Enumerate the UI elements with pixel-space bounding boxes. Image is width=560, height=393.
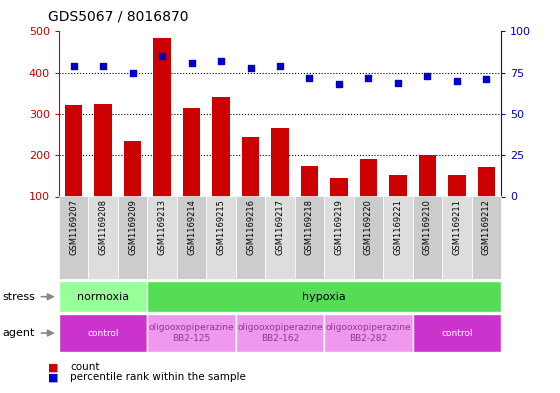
Bar [324,314,413,352]
Bar [236,314,324,352]
Point [246,64,255,71]
Text: GSM1169213: GSM1169213 [157,199,166,255]
Bar [354,196,383,279]
Point [334,81,343,87]
Bar [360,158,377,238]
Bar [206,196,236,279]
Bar [236,196,265,279]
Bar [330,178,348,238]
Bar [413,314,501,352]
Point [217,58,226,64]
Bar [59,196,88,279]
Bar [59,314,147,352]
Text: GSM1169210: GSM1169210 [423,199,432,255]
Text: GSM1169207: GSM1169207 [69,199,78,255]
Bar [324,196,354,279]
Text: control: control [441,329,473,338]
Text: GSM1169212: GSM1169212 [482,199,491,255]
Text: count: count [70,362,100,373]
Text: oligooxopiperazine
BB2-282: oligooxopiperazine BB2-282 [326,323,411,343]
Bar [118,196,147,279]
Point [364,75,373,81]
Point [99,63,108,69]
Bar [419,155,436,238]
Bar [147,196,177,279]
Bar [147,281,501,312]
Bar [478,167,495,238]
Bar [147,314,236,352]
Bar [124,141,141,238]
Text: GSM1169220: GSM1169220 [364,199,373,255]
Bar [301,165,318,238]
Text: GSM1169209: GSM1169209 [128,199,137,255]
Bar [242,138,259,238]
Point [452,78,461,84]
Text: GSM1169217: GSM1169217 [276,199,284,255]
Point [482,76,491,83]
Text: normoxia: normoxia [77,292,129,302]
Bar [271,129,289,238]
Text: control: control [87,329,119,338]
Text: GSM1169211: GSM1169211 [452,199,461,255]
Text: GSM1169215: GSM1169215 [217,199,226,255]
Text: hypoxia: hypoxia [302,292,346,302]
Text: ■: ■ [48,372,58,382]
Bar [413,196,442,279]
Bar [59,281,147,312]
Point [69,63,78,69]
Text: oligooxopiperazine
BB2-162: oligooxopiperazine BB2-162 [237,323,323,343]
Point [128,70,137,76]
Bar [383,196,413,279]
Point [276,63,284,69]
Point [394,79,403,86]
Bar [389,175,407,238]
Bar [295,196,324,279]
Point [187,60,196,66]
Bar [88,196,118,279]
Bar [448,175,466,238]
Bar [472,196,501,279]
Point [423,73,432,79]
Text: GDS5067 / 8016870: GDS5067 / 8016870 [48,10,188,24]
Bar [183,108,200,238]
Text: GSM1169208: GSM1169208 [99,199,108,255]
Bar [94,104,112,238]
Text: GSM1169219: GSM1169219 [334,199,343,255]
Bar [65,105,82,238]
Text: agent: agent [3,328,35,338]
Text: GSM1169218: GSM1169218 [305,199,314,255]
Text: stress: stress [3,292,36,302]
Text: ■: ■ [48,362,58,373]
Text: GSM1169216: GSM1169216 [246,199,255,255]
Bar [177,196,206,279]
Point [305,75,314,81]
Bar [212,97,230,238]
Text: GSM1169221: GSM1169221 [394,199,403,255]
Bar [265,196,295,279]
Bar [153,39,171,238]
Bar [442,196,472,279]
Point [157,53,166,59]
Text: oligooxopiperazine
BB2-125: oligooxopiperazine BB2-125 [149,323,234,343]
Text: GSM1169214: GSM1169214 [187,199,196,255]
Text: percentile rank within the sample: percentile rank within the sample [70,372,246,382]
